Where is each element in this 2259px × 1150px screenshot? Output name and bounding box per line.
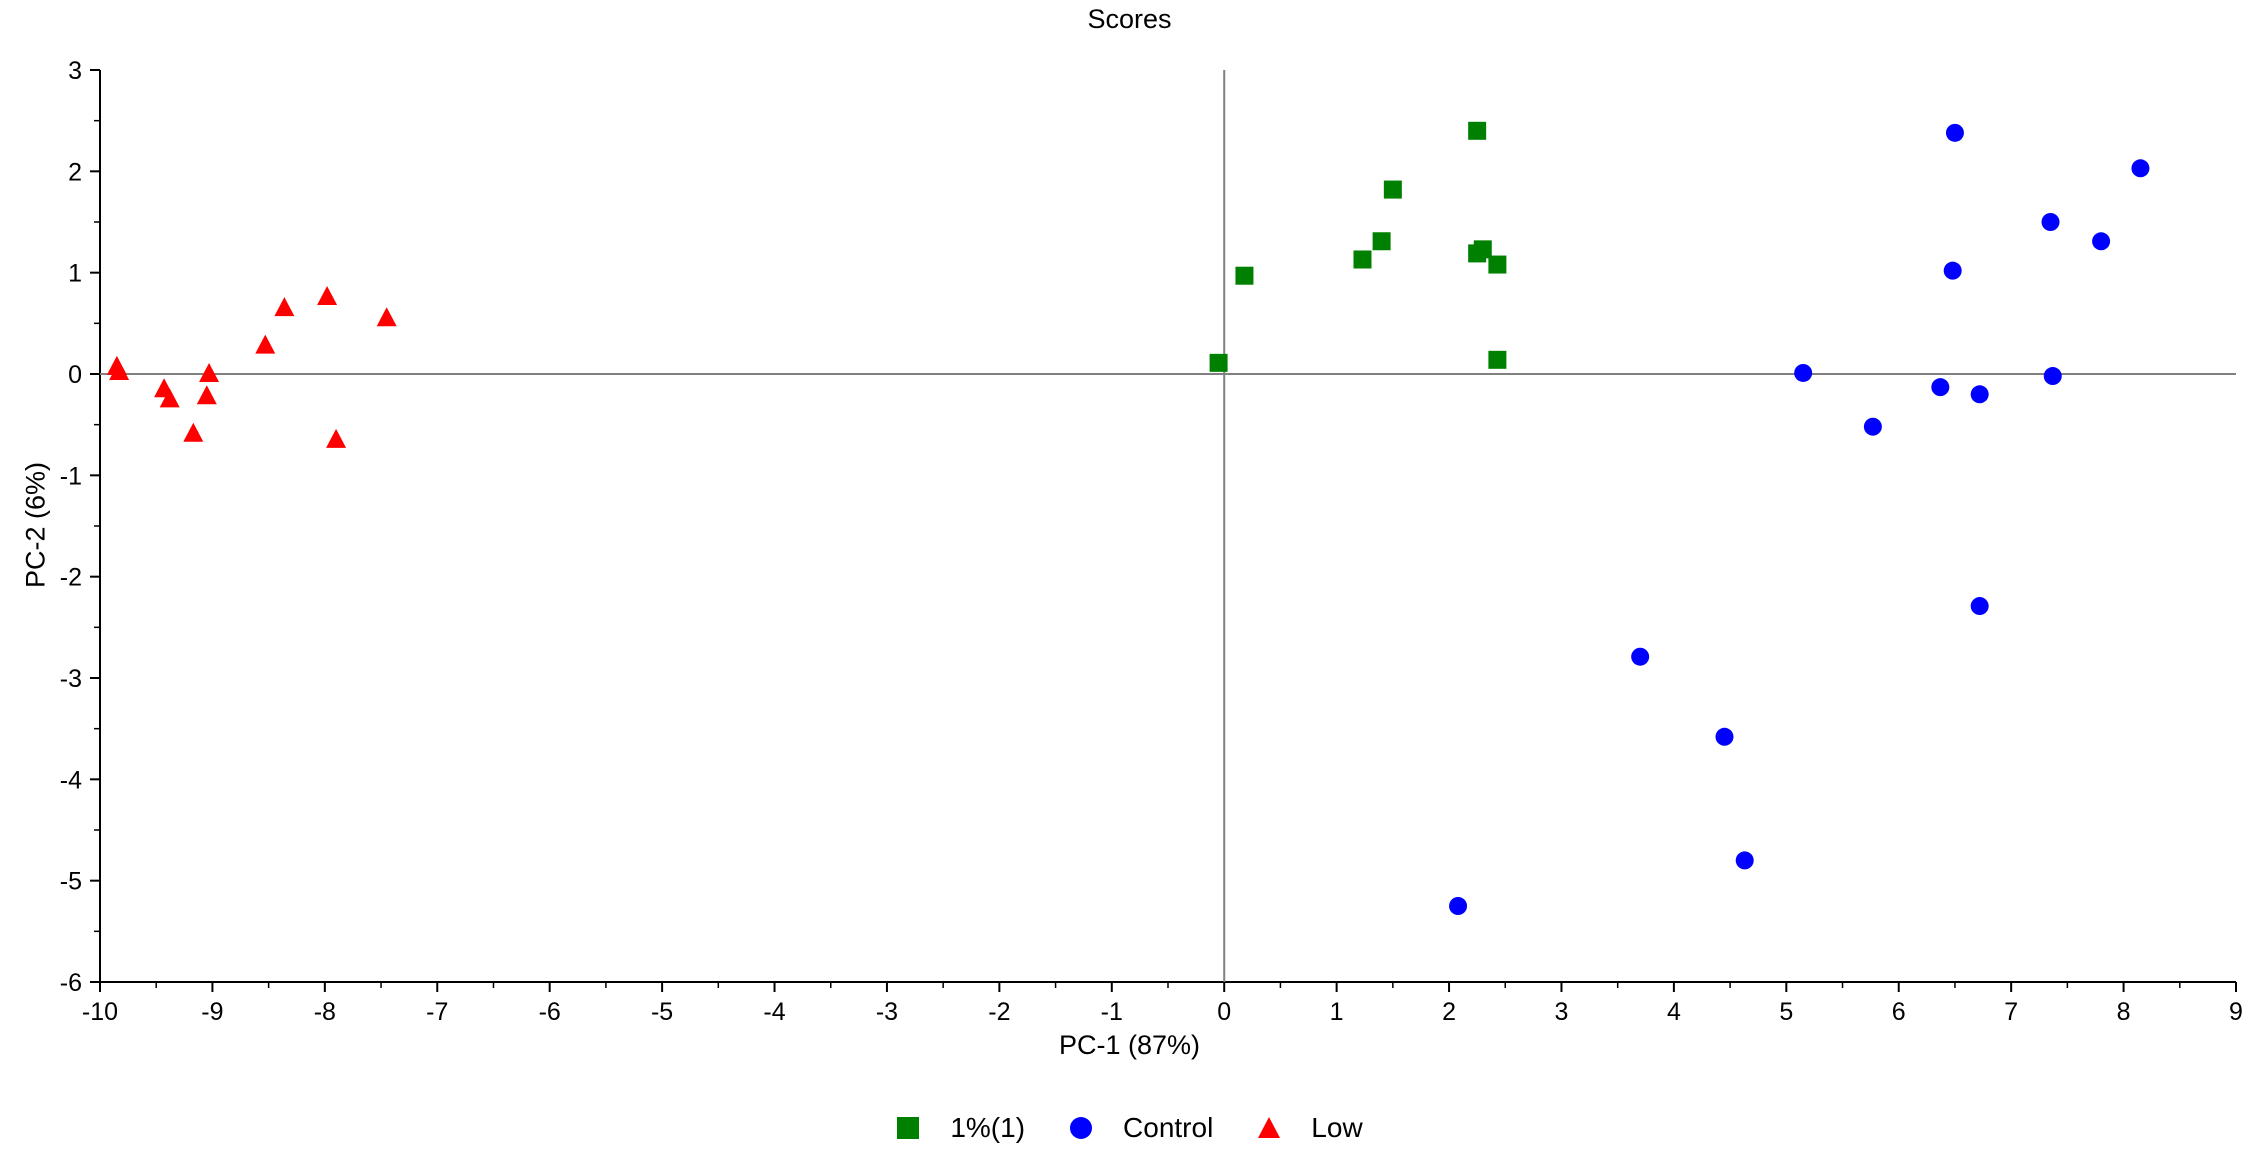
data-point-square bbox=[1383, 180, 1402, 199]
y-tick-label: -6 bbox=[60, 969, 82, 997]
x-tick-label: 6 bbox=[1892, 998, 1906, 1026]
x-tick-label: -4 bbox=[763, 998, 785, 1026]
legend-label: 1%(1) bbox=[950, 1112, 1026, 1143]
data-point-circle bbox=[1735, 851, 1754, 870]
x-tick-label: -3 bbox=[876, 998, 898, 1026]
data-point-triangle bbox=[326, 428, 347, 448]
x-tick-label: 0 bbox=[1217, 998, 1231, 1026]
data-point-circle bbox=[2041, 213, 2060, 231]
y-tick-label: -1 bbox=[60, 462, 82, 490]
data-point-circle bbox=[1931, 378, 1950, 397]
data-point-circle bbox=[2043, 367, 2062, 386]
data-point-circle bbox=[2131, 159, 2150, 178]
data-point-triangle bbox=[255, 334, 276, 354]
x-tick-label: 4 bbox=[1667, 998, 1681, 1026]
x-tick-label: 5 bbox=[1779, 998, 1793, 1026]
y-tick-label: 1 bbox=[68, 260, 82, 288]
x-tick-label: 7 bbox=[2004, 998, 2018, 1026]
y-tick-label: -4 bbox=[60, 766, 82, 794]
x-tick-label: -9 bbox=[201, 998, 223, 1026]
data-point-circle bbox=[1631, 647, 1650, 666]
data-point-circle bbox=[1945, 123, 1964, 142]
x-tick-label: 2 bbox=[1442, 998, 1456, 1026]
data-point-triangle bbox=[317, 285, 338, 305]
data-point-triangle bbox=[274, 297, 295, 317]
data-point-square bbox=[1209, 353, 1228, 372]
triangle-marker-icon bbox=[1258, 1117, 1281, 1138]
x-axis-label: PC-1 (87%) bbox=[1058, 1030, 1201, 1060]
legend-label: Control bbox=[1123, 1112, 1214, 1143]
square-marker-icon bbox=[897, 1117, 920, 1139]
data-point-triangle bbox=[183, 422, 204, 442]
data-point-circle bbox=[1794, 363, 1813, 382]
x-tick-label: 9 bbox=[2229, 998, 2243, 1026]
x-tick-label: 1 bbox=[1330, 998, 1344, 1026]
y-tick-label: 2 bbox=[68, 158, 82, 186]
x-tick-label: 8 bbox=[2117, 998, 2131, 1026]
data-point-circle bbox=[1970, 385, 1989, 404]
circle-marker-icon bbox=[1070, 1117, 1093, 1139]
data-point-triangle bbox=[109, 360, 130, 380]
data-point-square bbox=[1372, 232, 1391, 251]
data-point-circle bbox=[2092, 232, 2111, 251]
data-point-triangle bbox=[196, 385, 217, 405]
x-tick-label: 3 bbox=[1555, 998, 1569, 1026]
data-point-square bbox=[1473, 240, 1492, 259]
y-tick-label: -2 bbox=[60, 564, 82, 592]
legend-item-series-1: 1%(1) bbox=[896, 1112, 1025, 1144]
x-tick-label: -5 bbox=[651, 998, 673, 1026]
legend-item-series-3: Low bbox=[1257, 1112, 1363, 1144]
data-point-circle bbox=[1449, 897, 1468, 915]
y-axis-label: PC-2 (6%) bbox=[20, 461, 51, 589]
data-point-triangle bbox=[376, 307, 397, 327]
data-point-circle bbox=[1715, 727, 1734, 746]
y-tick-label: 3 bbox=[68, 57, 82, 85]
x-tick-label: -8 bbox=[314, 998, 336, 1026]
legend-label: Low bbox=[1311, 1112, 1363, 1143]
data-point-square bbox=[1488, 350, 1507, 369]
data-point-triangle bbox=[199, 363, 220, 382]
x-tick-label: -6 bbox=[539, 998, 561, 1026]
data-point-square bbox=[1353, 250, 1372, 269]
y-tick-label: 0 bbox=[68, 361, 82, 389]
x-tick-label: -2 bbox=[988, 998, 1010, 1026]
data-point-triangle bbox=[159, 388, 180, 408]
data-point-circle bbox=[1863, 417, 1882, 436]
x-tick-label: -10 bbox=[82, 998, 118, 1026]
chart-title: Scores bbox=[1087, 4, 1172, 34]
data-point-square bbox=[1235, 266, 1254, 285]
legend: 1%(1) Control Low bbox=[0, 1112, 2259, 1144]
y-tick-label: -3 bbox=[60, 665, 82, 693]
data-point-square bbox=[1468, 121, 1487, 140]
y-tick-label: -5 bbox=[60, 868, 82, 896]
x-tick-label: -7 bbox=[426, 998, 448, 1026]
data-point-circle bbox=[1943, 261, 1962, 280]
legend-item-series-2: Control bbox=[1069, 1112, 1213, 1144]
data-point-square bbox=[1488, 255, 1507, 274]
data-point-circle bbox=[1970, 597, 1989, 616]
x-tick-label: -1 bbox=[1101, 998, 1123, 1026]
